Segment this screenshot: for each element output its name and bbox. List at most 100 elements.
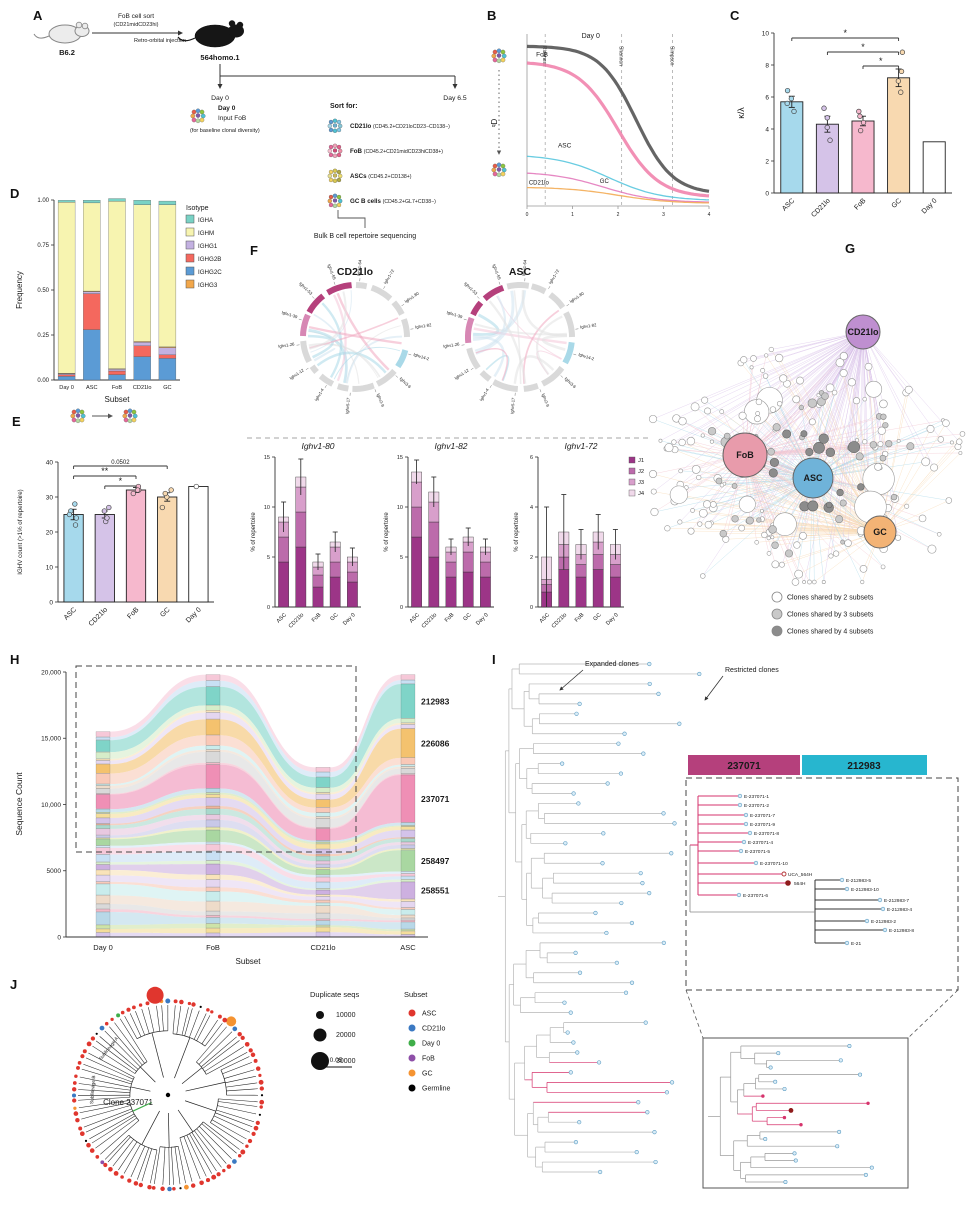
- alluvial-ribbon: [220, 820, 316, 868]
- alluvial-ribbon: [330, 919, 401, 923]
- gene-label: Ighv1-80: [569, 290, 586, 304]
- clone-node: [809, 418, 816, 426]
- clone-node: [817, 397, 826, 407]
- circos-chord: [475, 348, 508, 381]
- tree-tip: [640, 881, 645, 886]
- tree-tip-dot: [100, 1160, 105, 1165]
- alluvial-column-segment: [315, 869, 331, 875]
- legend-swatch-IGHG2C: [185, 266, 195, 276]
- legend-swatch-J2: [628, 467, 636, 475]
- hub-node-GC: [863, 515, 897, 549]
- alluvial-column-segment: [400, 718, 416, 723]
- alluvial-column-segment: [315, 792, 331, 795]
- clone-node: [738, 495, 756, 513]
- alluvial-ribbon: [110, 719, 206, 774]
- cell-cluster-dot: [500, 163, 506, 169]
- circos-segment: [352, 382, 375, 393]
- tree-tip: [623, 990, 629, 995]
- clone-node: [768, 346, 774, 353]
- tree-tip-dot: [79, 1131, 85, 1137]
- clone-node: [949, 440, 954, 445]
- tree-tip-dot: [187, 1001, 192, 1006]
- circos-chord: [535, 315, 563, 376]
- alluvial-column-segment: [400, 873, 416, 877]
- legend-dot: [771, 625, 783, 637]
- alluvial-ribbon: [220, 710, 316, 795]
- tree-tip-red: [788, 1108, 794, 1113]
- tree-tip: [568, 1010, 573, 1015]
- cell-cluster-dot: [338, 198, 343, 204]
- alluvial-column-segment: [315, 842, 331, 844]
- alluvial-column-segment: [315, 807, 331, 813]
- alluvial-ribbon: [330, 871, 401, 878]
- clone-node: [839, 369, 848, 378]
- panel-a-schematic: B6.2 FoB cell sort (CD21midCD23hi) Retro-or…: [33, 13, 467, 240]
- alluvial-column-segment: [205, 830, 221, 842]
- alluvial-ribbon: [330, 905, 401, 919]
- alluvial-ribbon: [110, 762, 206, 795]
- alluvial-column-segment: [315, 860, 331, 865]
- tree-tip: [593, 910, 598, 916]
- cell-cluster-dot: [336, 177, 342, 183]
- hub-label: CD21lo: [847, 327, 879, 337]
- cell-cluster-dot: [491, 167, 497, 173]
- alluvial-ribbon: [110, 870, 206, 880]
- x-category-label: ASC: [409, 612, 421, 624]
- cell-cluster-dot: [496, 58, 502, 64]
- circos-segment: [391, 300, 405, 316]
- alluvial-column-segment: [400, 871, 416, 874]
- series-GC: [527, 186, 709, 204]
- cell-cluster-dot: [336, 152, 342, 158]
- data-point: [791, 108, 797, 115]
- x-category-label: Day 0: [605, 612, 620, 627]
- alluvial-column-segment: [95, 758, 111, 761]
- clone-node: [700, 433, 705, 438]
- tree-tip-dot: [205, 1178, 211, 1183]
- data-point: [162, 490, 168, 497]
- cell-cluster-dot: [328, 202, 334, 208]
- hub-node-ASC: [792, 457, 834, 499]
- alluvial-column-segment: [315, 888, 331, 890]
- clone-node: [825, 383, 835, 393]
- tip-label: E-237071-7: [750, 813, 775, 819]
- y-axis-label: κ/λ: [736, 107, 746, 119]
- x-category-label: Day 0: [921, 197, 939, 215]
- tip-label: E-237071-4: [748, 840, 773, 846]
- sort-item-label: CD21lo (CD45.2+CD21loCD23−CD138−): [350, 123, 450, 130]
- y-tick-label: 20: [46, 529, 54, 536]
- tip-label: E-237071-8: [754, 831, 779, 837]
- x-category-label: CD21lo: [421, 612, 438, 629]
- tree-tip: [634, 1149, 639, 1155]
- tree-tip-dot: [199, 1005, 202, 1008]
- tree-tip: [647, 890, 652, 896]
- alluvial-column-segment: [400, 848, 416, 850]
- alluvial-column-segment: [205, 680, 221, 687]
- cell-cluster-dot: [500, 171, 506, 177]
- circos-chord: [310, 290, 352, 353]
- clone-node: [701, 396, 709, 404]
- alluvial-column-segment: [400, 899, 416, 902]
- cell-cluster-dot: [336, 119, 342, 125]
- tree-tip-dot: [108, 1167, 113, 1172]
- y-tick-label: 0: [765, 190, 769, 197]
- panel-label-d: D: [10, 186, 20, 201]
- tree-tip: [768, 1065, 773, 1070]
- alluvial-column-segment: [315, 767, 331, 772]
- cell-cluster-dot: [501, 53, 507, 59]
- y-tick-label: 15,000: [41, 736, 61, 743]
- clone-node: [779, 561, 785, 568]
- cell-cluster-dot: [328, 152, 334, 158]
- alluvial-column-segment: [400, 837, 416, 839]
- alluvial-ribbon: [330, 903, 401, 916]
- clone-node: [703, 500, 712, 509]
- bar-FoB: [125, 489, 147, 603]
- circos-segment: [306, 293, 326, 314]
- cell-cluster-dot: [336, 144, 342, 150]
- alluvial-ribbon: [330, 873, 401, 883]
- legend-label: IGHG2C: [198, 269, 222, 276]
- data-point: [193, 483, 199, 490]
- clone-node: [709, 439, 714, 444]
- sig-label: *: [861, 42, 865, 52]
- circos-chord: [346, 335, 403, 384]
- clone-node: [906, 442, 915, 451]
